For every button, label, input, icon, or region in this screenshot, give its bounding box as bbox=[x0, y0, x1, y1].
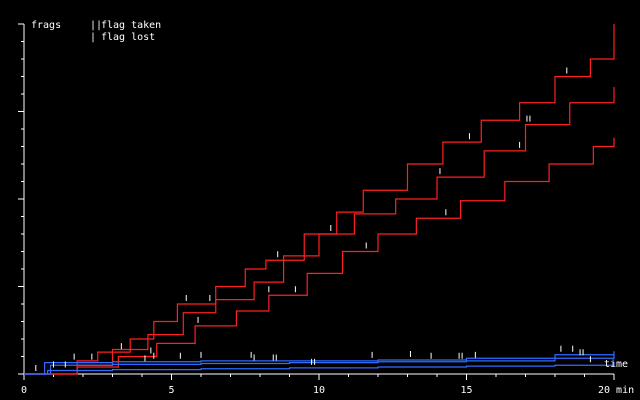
flag-taken-marker bbox=[272, 354, 277, 361]
blue-team-series bbox=[24, 351, 615, 375]
flag-taken-marker bbox=[526, 115, 531, 122]
x-tick-label: 0 bbox=[21, 385, 27, 396]
legend-marker: || bbox=[90, 20, 102, 31]
legend-label: flag taken bbox=[101, 20, 161, 31]
blue-team-series bbox=[24, 354, 615, 375]
legend-item: ||flag taken bbox=[90, 20, 161, 31]
x-tick-label: 10 bbox=[313, 385, 325, 396]
legend-marker: | bbox=[90, 32, 96, 43]
legend-item: | flag lost bbox=[90, 32, 155, 43]
legend: ||flag taken| flag lost bbox=[90, 20, 161, 43]
red-team-series bbox=[24, 24, 615, 375]
x-tick-label: 20 min bbox=[598, 385, 634, 396]
red-team-series bbox=[24, 87, 615, 375]
flag-taken-marker bbox=[579, 349, 584, 356]
red-team-series bbox=[24, 137, 615, 375]
flag-taken-marker bbox=[311, 358, 316, 365]
y-axis-label: frags bbox=[31, 20, 61, 31]
legend-label: flag lost bbox=[101, 32, 155, 43]
x-tick-label: 15 bbox=[460, 385, 472, 396]
blue-team-series bbox=[24, 361, 615, 375]
x-axis-label: time bbox=[604, 359, 628, 370]
x-tick-label: 5 bbox=[168, 385, 174, 396]
flag-taken-marker bbox=[458, 352, 463, 359]
